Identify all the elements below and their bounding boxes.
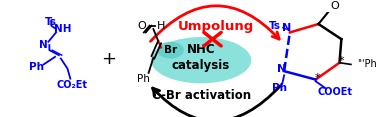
Text: N: N bbox=[39, 40, 48, 50]
Text: Umpolung: Umpolung bbox=[177, 20, 254, 33]
Ellipse shape bbox=[151, 37, 251, 83]
Text: COOEt: COOEt bbox=[317, 87, 352, 97]
Text: Ph: Ph bbox=[272, 83, 287, 93]
Text: H: H bbox=[157, 21, 165, 31]
Text: *: * bbox=[315, 73, 320, 83]
Text: N: N bbox=[277, 64, 286, 74]
Text: Ph: Ph bbox=[138, 74, 150, 84]
Text: O: O bbox=[330, 1, 339, 11]
Text: CO₂Et: CO₂Et bbox=[57, 80, 88, 90]
Text: C-Br activation: C-Br activation bbox=[152, 89, 251, 102]
Text: NHC
catalysis: NHC catalysis bbox=[172, 43, 230, 72]
Ellipse shape bbox=[157, 42, 184, 58]
Text: N: N bbox=[282, 23, 291, 33]
Text: Br: Br bbox=[164, 45, 177, 55]
Text: Ph: Ph bbox=[28, 62, 43, 72]
Text: *: * bbox=[339, 56, 344, 66]
Text: NH: NH bbox=[54, 24, 71, 34]
Text: Ts: Ts bbox=[45, 17, 57, 27]
Text: +: + bbox=[101, 49, 116, 68]
Text: '''Ph: '''Ph bbox=[357, 59, 376, 69]
Text: Ts: Ts bbox=[269, 21, 280, 31]
Text: O: O bbox=[138, 21, 146, 31]
